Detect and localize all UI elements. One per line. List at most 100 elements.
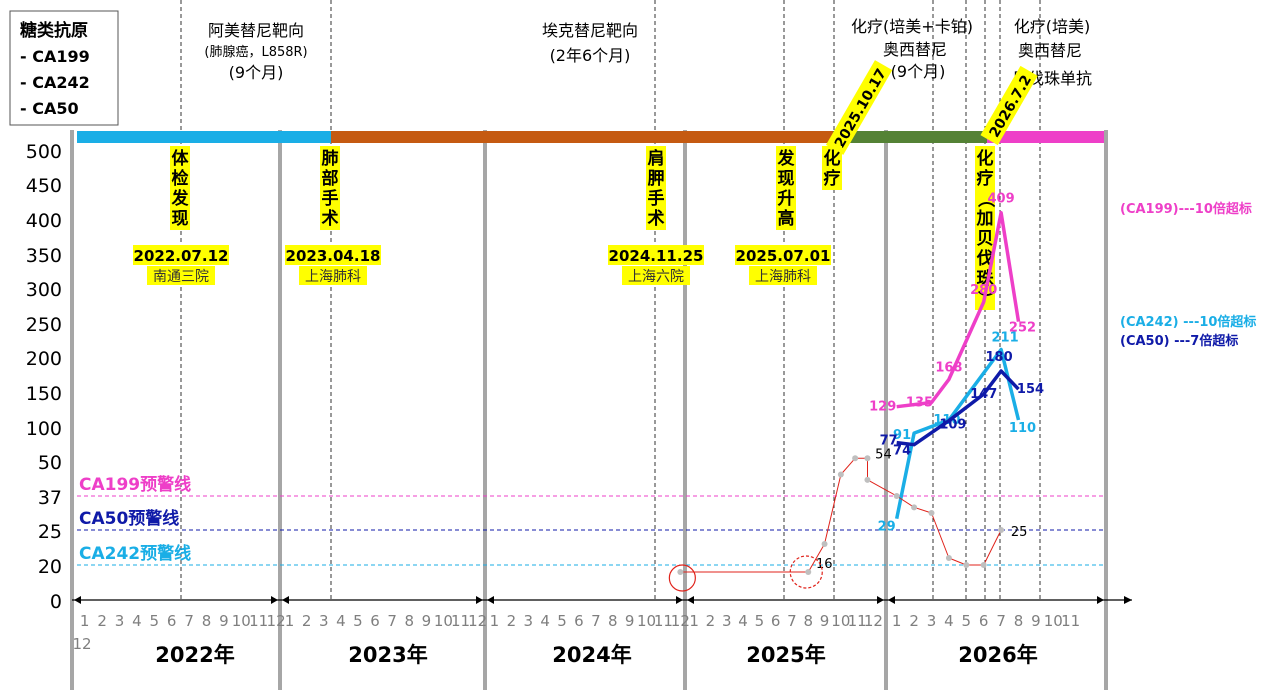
month-tick-label: 1 xyxy=(490,612,500,630)
event-label: 现 xyxy=(778,169,795,189)
event-label-bg xyxy=(320,146,340,230)
month-tick-label: 2 xyxy=(706,612,716,630)
y-tick-label: 450 xyxy=(26,175,62,197)
legend-item: - CA242 xyxy=(20,73,90,92)
y-tick-label: 100 xyxy=(26,418,62,440)
event-label: （ xyxy=(975,191,996,208)
data-point xyxy=(677,569,684,575)
highlight-circle xyxy=(789,555,823,589)
phase-duration: (2年6个月) xyxy=(550,46,631,65)
month-tick-label: 2 xyxy=(909,612,919,630)
data-point xyxy=(837,471,844,478)
month-tick-label: 7 xyxy=(787,612,797,630)
y-tick-label: 300 xyxy=(26,279,62,301)
legend-title: 糖类抗原 xyxy=(20,20,88,41)
event-date-bg xyxy=(608,245,704,265)
phase-subtitle: 奥西替尼 xyxy=(883,40,947,59)
month-tick-label: 1 xyxy=(892,612,902,630)
data-point xyxy=(864,476,871,483)
event-label: 术 xyxy=(322,208,339,229)
month-tick-label: 8 xyxy=(1014,612,1024,630)
data-point xyxy=(852,455,859,462)
month-tick-label: 3 xyxy=(523,612,533,630)
event-label-bg xyxy=(776,146,796,230)
series-line-ca50 xyxy=(896,369,1020,447)
data-label: 135 xyxy=(906,396,933,411)
event-label: 疗 xyxy=(977,168,994,189)
month-tick-label: 4 xyxy=(132,612,142,630)
event-place: 南通三院 xyxy=(153,269,209,285)
x-axis-arrow xyxy=(74,596,81,604)
month-tick-label: 6 xyxy=(979,612,989,630)
x-axis-arrow xyxy=(476,596,483,604)
data-point xyxy=(864,455,871,462)
event-place-bg xyxy=(147,266,215,285)
year-label: 2026年 xyxy=(958,643,1037,667)
event-place-bg xyxy=(749,266,817,285)
month-tick-label: 6 xyxy=(370,612,380,630)
data-label: 91 xyxy=(893,428,911,443)
y-tick-label: 200 xyxy=(26,348,62,370)
y-tick-label: 50 xyxy=(38,452,62,474)
month-tick-label: 12 xyxy=(267,612,286,630)
month-tick-label: 9 xyxy=(1031,612,1041,630)
month-tick-label: 2 xyxy=(507,612,517,630)
month-tick-label: 5 xyxy=(755,612,765,630)
month-tick-label: 8 xyxy=(404,612,414,630)
phase-duration: (9个月) xyxy=(891,62,946,81)
event-label: 贝 xyxy=(977,229,994,249)
event-label: 手 xyxy=(322,188,339,209)
data-label: 168 xyxy=(935,360,962,375)
event-label: 发 xyxy=(777,148,796,169)
month-tick-label: 10 xyxy=(232,612,251,630)
year-label: 2023年 xyxy=(348,643,427,667)
month-tick-label: 11 xyxy=(1061,612,1080,630)
event-label: 发 xyxy=(171,188,190,209)
month-tick-label: 5 xyxy=(962,612,972,630)
event-place-bg xyxy=(622,266,690,285)
event-label: 化 xyxy=(977,148,994,169)
event-label: 肺 xyxy=(322,149,339,169)
month-tick-label: 3 xyxy=(927,612,937,630)
phase-title: 化疗(培美) xyxy=(1014,17,1091,36)
data-point xyxy=(911,504,918,511)
event-label: 胛 xyxy=(648,169,665,189)
event-label: 加 xyxy=(976,209,994,229)
x-axis-arrow xyxy=(487,596,494,604)
data-label: 16 xyxy=(816,557,833,572)
event-date-bg xyxy=(133,245,229,265)
phase-title: 阿美替尼靶向 xyxy=(208,21,304,40)
month-tick-label: 7 xyxy=(996,612,1006,630)
phase-bar-segment xyxy=(77,131,331,143)
event-label: 现 xyxy=(172,209,189,229)
legend-box xyxy=(9,10,119,126)
month-tick-label: 11 xyxy=(249,612,268,630)
month-tick-label: 5 xyxy=(557,612,567,630)
data-label: 280 xyxy=(970,283,997,298)
month-tick-label: 12 xyxy=(72,635,91,653)
data-point xyxy=(945,555,952,561)
event-date: 2025.07.01 xyxy=(736,247,831,265)
event-date: 2022.07.12 xyxy=(134,247,229,265)
y-tick-label: 500 xyxy=(26,141,62,163)
phase-duration: (9个月) xyxy=(229,63,284,82)
data-point xyxy=(980,562,987,568)
phase-subtitle: (肺腺癌，L858R) xyxy=(204,44,307,60)
month-tick-label: 9 xyxy=(625,612,635,630)
event-label: 检 xyxy=(172,168,189,189)
y-tick-label: 20 xyxy=(38,556,62,578)
data-label: 29 xyxy=(878,520,896,535)
event-label: 部 xyxy=(322,168,339,189)
y-tick-label: 25 xyxy=(38,521,62,543)
data-point xyxy=(893,493,900,499)
y-tick-label: 0 xyxy=(50,591,62,613)
data-label: 129 xyxy=(869,400,896,415)
month-tick-label: 1 xyxy=(285,612,295,630)
year-label: 2025年 xyxy=(746,643,825,667)
event-label: 伐 xyxy=(977,248,994,269)
warning-line-label: CA199预警线 xyxy=(79,474,191,495)
y-tick-label: 37 xyxy=(38,487,62,509)
event-date-bg xyxy=(285,245,381,265)
data-label: 154 xyxy=(1017,382,1044,397)
